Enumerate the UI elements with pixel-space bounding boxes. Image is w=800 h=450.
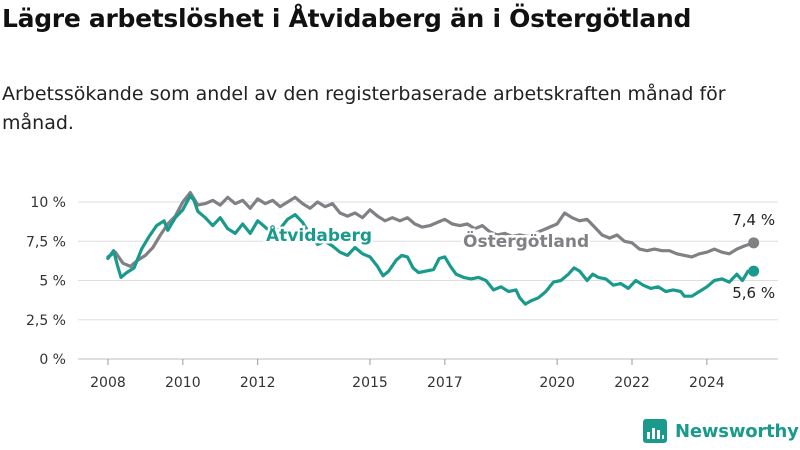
x-tick-label: 2012 xyxy=(240,375,276,391)
y-tick-label: 2,5 % xyxy=(26,313,66,329)
x-tick-label: 2022 xyxy=(614,375,650,391)
end-value-label-atvidaberg: 5,6 % xyxy=(732,284,775,302)
end-point-ostergotland xyxy=(748,237,760,249)
x-tick-label: 2015 xyxy=(352,375,388,391)
chart-title: Lägre arbetslöshet i Åtvidaberg än i Öst… xyxy=(2,4,692,33)
series-lines xyxy=(106,191,760,306)
y-tick-label: 10 % xyxy=(30,195,66,211)
chart-subtitle: Arbetssökande som andel av den registerb… xyxy=(2,83,726,134)
newsworthy-chart-logo-icon xyxy=(643,419,667,443)
gridlines xyxy=(78,201,778,360)
y-tick-label: 7,5 % xyxy=(26,234,66,250)
x-tick-label: 2008 xyxy=(90,375,126,391)
x-tick-label: 2017 xyxy=(427,375,463,391)
end-value-label-ostergotland: 7,4 % xyxy=(732,211,775,229)
series-label-ostergotland: Östergötland xyxy=(463,230,589,252)
series-line-atvidaberg xyxy=(106,194,756,306)
series-line-ostergotland xyxy=(106,191,756,268)
y-tick-label: 0 % xyxy=(39,352,66,368)
x-tick-label: 2020 xyxy=(539,375,575,391)
x-tick-label: 2024 xyxy=(689,375,725,391)
x-axis: 2008 2010 2012 2015 2017 2020 2022 2024 xyxy=(90,359,725,391)
x-tick-label: 2010 xyxy=(165,375,201,391)
y-tick-label: 5 % xyxy=(39,274,66,290)
y-axis: 0 % 2,5 % 5 % 7,5 % 10 % xyxy=(26,195,66,368)
series-labels: Åtvidaberg Östergötland 7,4 % 5,6 % xyxy=(264,211,776,302)
end-point-atvidaberg xyxy=(748,265,760,277)
brand-logo: Newsworthy xyxy=(643,419,799,443)
brand-name: Newsworthy xyxy=(675,420,799,442)
series-label-atvidaberg: Åtvidaberg xyxy=(266,223,372,246)
